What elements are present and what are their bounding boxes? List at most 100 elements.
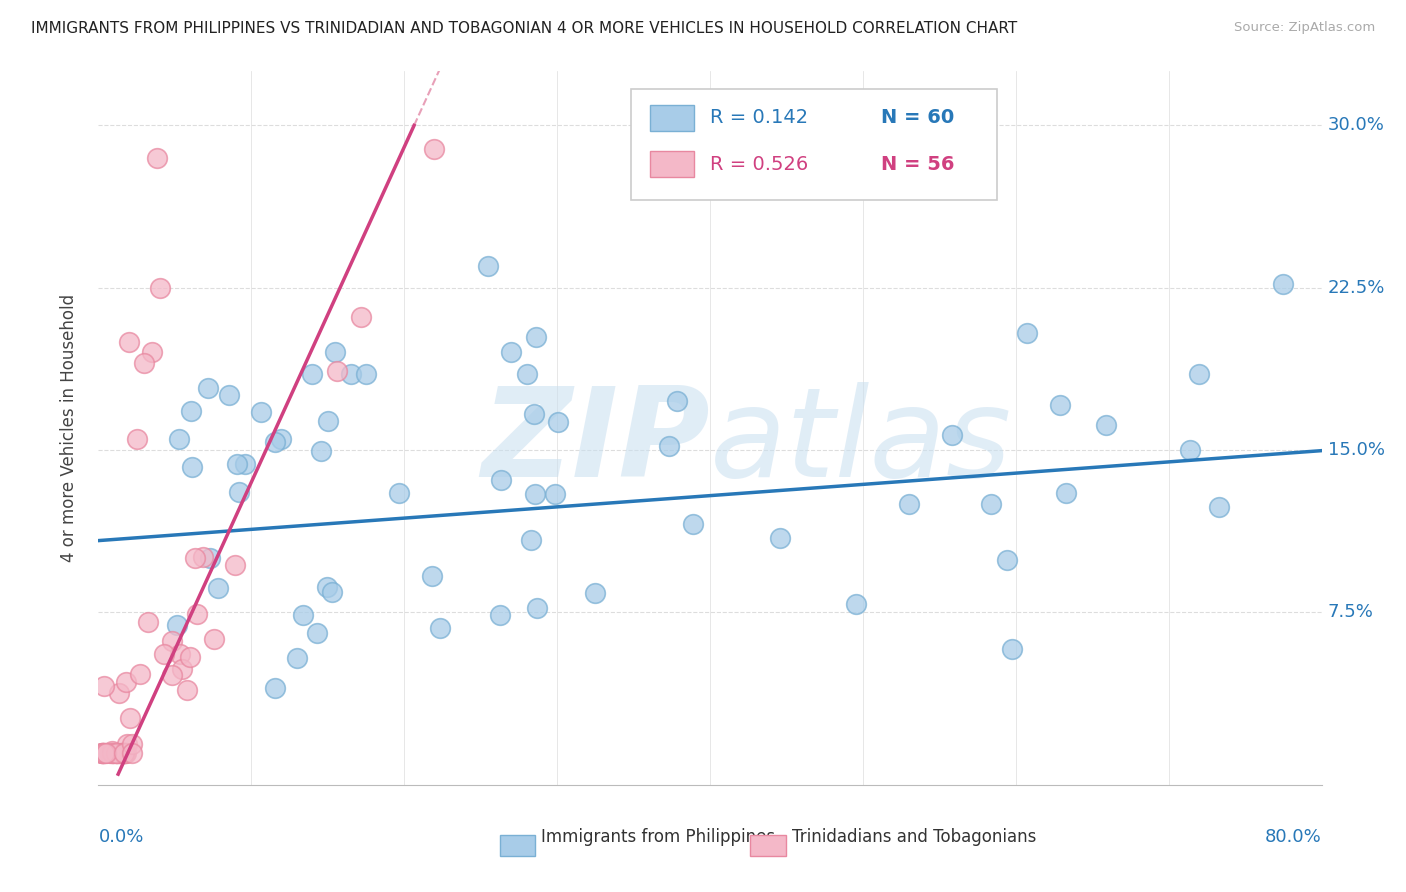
Point <box>325 345 347 359</box>
Point <box>316 580 339 594</box>
Point <box>1001 641 1024 656</box>
Point <box>388 485 411 500</box>
Point <box>845 597 868 611</box>
Point <box>186 607 208 621</box>
Point <box>224 558 246 572</box>
Point <box>105 746 128 760</box>
Point <box>898 497 921 511</box>
Point <box>125 432 148 446</box>
Point <box>307 626 329 640</box>
Point <box>1188 367 1211 381</box>
Point <box>179 650 201 665</box>
Point <box>176 683 198 698</box>
Point <box>105 746 128 760</box>
Point <box>111 746 134 760</box>
Point <box>100 744 122 758</box>
Point <box>326 364 349 378</box>
Text: 30.0%: 30.0% <box>1327 117 1385 135</box>
Point <box>184 550 207 565</box>
Point <box>658 439 681 453</box>
Point <box>339 367 361 381</box>
Text: N = 60: N = 60 <box>882 108 955 128</box>
Point <box>218 387 240 401</box>
Point <box>111 746 134 760</box>
Point <box>1271 277 1294 291</box>
Point <box>349 310 371 324</box>
Text: 80.0%: 80.0% <box>1265 828 1322 846</box>
Point <box>520 533 543 547</box>
Point <box>228 484 250 499</box>
Point <box>108 746 131 760</box>
Point <box>235 458 257 472</box>
Point <box>101 746 124 760</box>
Point <box>93 746 115 760</box>
Text: R = 0.526: R = 0.526 <box>710 154 808 174</box>
Text: 22.5%: 22.5% <box>1327 278 1385 297</box>
Point <box>516 367 538 381</box>
Text: Immigrants from Philippines: Immigrants from Philippines <box>541 828 775 846</box>
Point <box>523 486 546 500</box>
Text: R = 0.142: R = 0.142 <box>710 108 808 128</box>
Point <box>98 746 121 760</box>
Point <box>291 607 314 622</box>
Point <box>108 686 131 700</box>
FancyBboxPatch shape <box>499 835 536 855</box>
Point <box>941 427 963 442</box>
Text: 15.0%: 15.0% <box>1327 441 1385 458</box>
Point <box>160 634 183 648</box>
Point <box>115 746 138 760</box>
Y-axis label: 4 or more Vehicles in Household: 4 or more Vehicles in Household <box>59 294 77 562</box>
Point <box>207 582 229 596</box>
Point <box>301 367 323 381</box>
FancyBboxPatch shape <box>751 835 786 855</box>
Point <box>112 746 135 760</box>
Point <box>264 435 287 450</box>
Point <box>491 473 513 487</box>
Point <box>682 517 704 532</box>
Point <box>91 746 114 760</box>
Point <box>285 651 308 665</box>
Point <box>526 601 548 615</box>
Point <box>1178 442 1201 457</box>
Point <box>769 531 792 545</box>
Point <box>162 668 184 682</box>
Point <box>180 460 202 475</box>
Point <box>101 746 124 760</box>
Point <box>1054 486 1077 500</box>
Point <box>197 381 219 395</box>
Point <box>995 553 1018 567</box>
Point <box>666 394 689 409</box>
Point <box>105 746 128 760</box>
Point <box>250 405 273 419</box>
Point <box>191 549 214 564</box>
Text: ZIP: ZIP <box>481 382 710 503</box>
Point <box>93 679 115 693</box>
Text: Source: ZipAtlas.com: Source: ZipAtlas.com <box>1234 21 1375 34</box>
Point <box>141 345 163 359</box>
Point <box>321 584 343 599</box>
Point <box>101 746 124 760</box>
Point <box>198 551 221 566</box>
Point <box>544 486 567 500</box>
Point <box>204 632 226 647</box>
Point <box>477 259 499 273</box>
Point <box>309 444 332 458</box>
Point <box>226 457 249 471</box>
Point <box>172 663 194 677</box>
Point <box>93 746 115 760</box>
Point <box>114 746 136 760</box>
Text: 0.0%: 0.0% <box>98 828 143 846</box>
Point <box>264 681 287 695</box>
Point <box>118 334 141 349</box>
Point <box>523 407 546 421</box>
Text: atlas: atlas <box>710 382 1012 503</box>
Point <box>1095 418 1118 433</box>
Text: Trinidadians and Tobagonians: Trinidadians and Tobagonians <box>792 828 1036 846</box>
Point <box>91 746 114 760</box>
Point <box>118 710 141 724</box>
Point <box>167 432 190 446</box>
Point <box>524 330 547 344</box>
Point <box>129 667 152 681</box>
Point <box>105 746 128 760</box>
Point <box>166 618 188 632</box>
